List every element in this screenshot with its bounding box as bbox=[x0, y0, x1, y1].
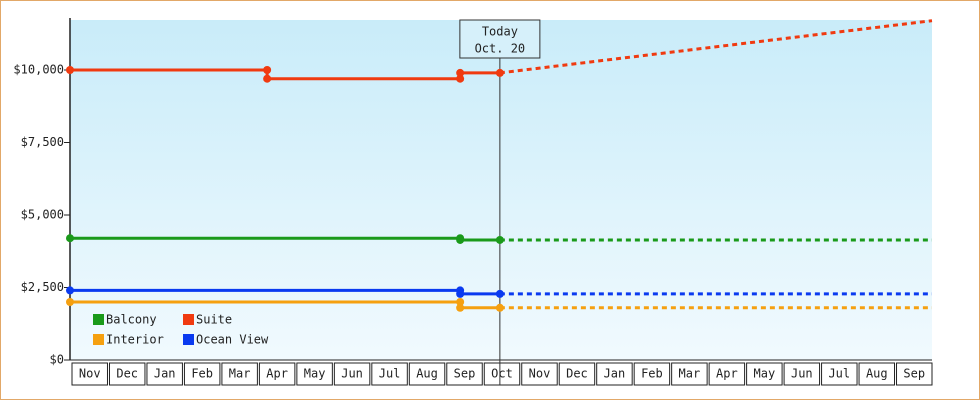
x-tick-label: Jan bbox=[604, 367, 626, 381]
month-box bbox=[783, 362, 821, 386]
x-tick-label: Apr bbox=[266, 367, 288, 381]
point bbox=[495, 235, 504, 244]
x-tick-label: Feb bbox=[191, 367, 213, 381]
point bbox=[66, 297, 74, 306]
x-tick-label: Dec bbox=[116, 367, 138, 381]
month-box bbox=[821, 362, 858, 386]
point bbox=[456, 74, 465, 83]
x-tick-label: Aug bbox=[416, 367, 438, 381]
month-box bbox=[446, 362, 483, 386]
x-tick-label: Jul bbox=[379, 367, 401, 381]
point bbox=[495, 289, 504, 298]
x-tick-label: Feb bbox=[641, 367, 663, 381]
point bbox=[495, 68, 504, 77]
x-tick-label: May bbox=[304, 367, 326, 381]
y-tick-label: $0 bbox=[50, 353, 64, 367]
series-line bbox=[70, 236, 500, 242]
legend-swatch bbox=[183, 334, 194, 345]
today-date: Oct. 20 bbox=[475, 42, 526, 56]
month-box bbox=[896, 362, 933, 386]
point bbox=[456, 289, 465, 298]
projection-line bbox=[499, 19, 933, 75]
point bbox=[263, 65, 272, 74]
month-box bbox=[258, 362, 296, 386]
x-tick-label: Nov bbox=[79, 367, 101, 381]
month-box bbox=[858, 362, 896, 386]
legend-label: Suite bbox=[196, 313, 232, 327]
month-box bbox=[558, 362, 596, 386]
x-tick-label: Dec bbox=[566, 367, 588, 381]
point bbox=[456, 68, 465, 77]
month-box bbox=[746, 362, 783, 386]
legend-label: Balcony bbox=[106, 313, 157, 327]
month-box bbox=[671, 362, 708, 386]
month-box bbox=[108, 362, 146, 386]
point bbox=[66, 286, 74, 295]
y-tick-label: $7,500 bbox=[21, 135, 64, 149]
x-tick-label: Jun bbox=[341, 367, 363, 381]
point bbox=[66, 65, 74, 74]
x-tick-label: Nov bbox=[529, 367, 551, 381]
month-box bbox=[146, 362, 183, 386]
month-box bbox=[371, 362, 408, 386]
x-tick-label: May bbox=[754, 367, 776, 381]
legend-swatch bbox=[93, 314, 104, 325]
x-tick-label: Jul bbox=[828, 367, 850, 381]
month-box bbox=[708, 362, 746, 386]
month-box bbox=[221, 362, 258, 386]
x-tick-label: Mar bbox=[679, 367, 701, 381]
month-box bbox=[183, 362, 221, 386]
month-box bbox=[408, 362, 446, 386]
y-tick-label: $2,500 bbox=[21, 280, 64, 294]
x-tick-label: Oct bbox=[491, 367, 513, 381]
month-box bbox=[71, 362, 108, 386]
month-box bbox=[483, 362, 521, 386]
legend-label: Ocean View bbox=[196, 333, 269, 347]
x-tick-label: Apr bbox=[716, 367, 738, 381]
legend-label: Interior bbox=[106, 333, 164, 347]
x-tick-label: Jun bbox=[791, 367, 813, 381]
point bbox=[456, 297, 465, 306]
point bbox=[456, 235, 465, 244]
x-tick-label: Sep bbox=[903, 367, 925, 381]
point bbox=[495, 303, 504, 312]
x-tick-label: Jan bbox=[154, 367, 176, 381]
y-tick-label: $5,000 bbox=[21, 207, 64, 221]
point bbox=[263, 74, 272, 83]
month-box bbox=[521, 362, 558, 386]
today-box bbox=[459, 19, 541, 59]
month-box bbox=[333, 362, 371, 386]
legend-swatch bbox=[93, 334, 104, 345]
month-box bbox=[633, 362, 671, 386]
x-tick-label: Sep bbox=[454, 367, 476, 381]
point bbox=[66, 234, 74, 243]
x-tick-label: Mar bbox=[229, 367, 251, 381]
x-tick-label: Aug bbox=[866, 367, 888, 381]
month-box bbox=[296, 362, 333, 386]
point bbox=[456, 303, 465, 312]
series-line bbox=[70, 68, 500, 81]
y-tick-label: $10,000 bbox=[13, 62, 64, 76]
month-box bbox=[596, 362, 633, 386]
today-label: Today bbox=[482, 25, 518, 39]
legend-swatch bbox=[183, 314, 194, 325]
